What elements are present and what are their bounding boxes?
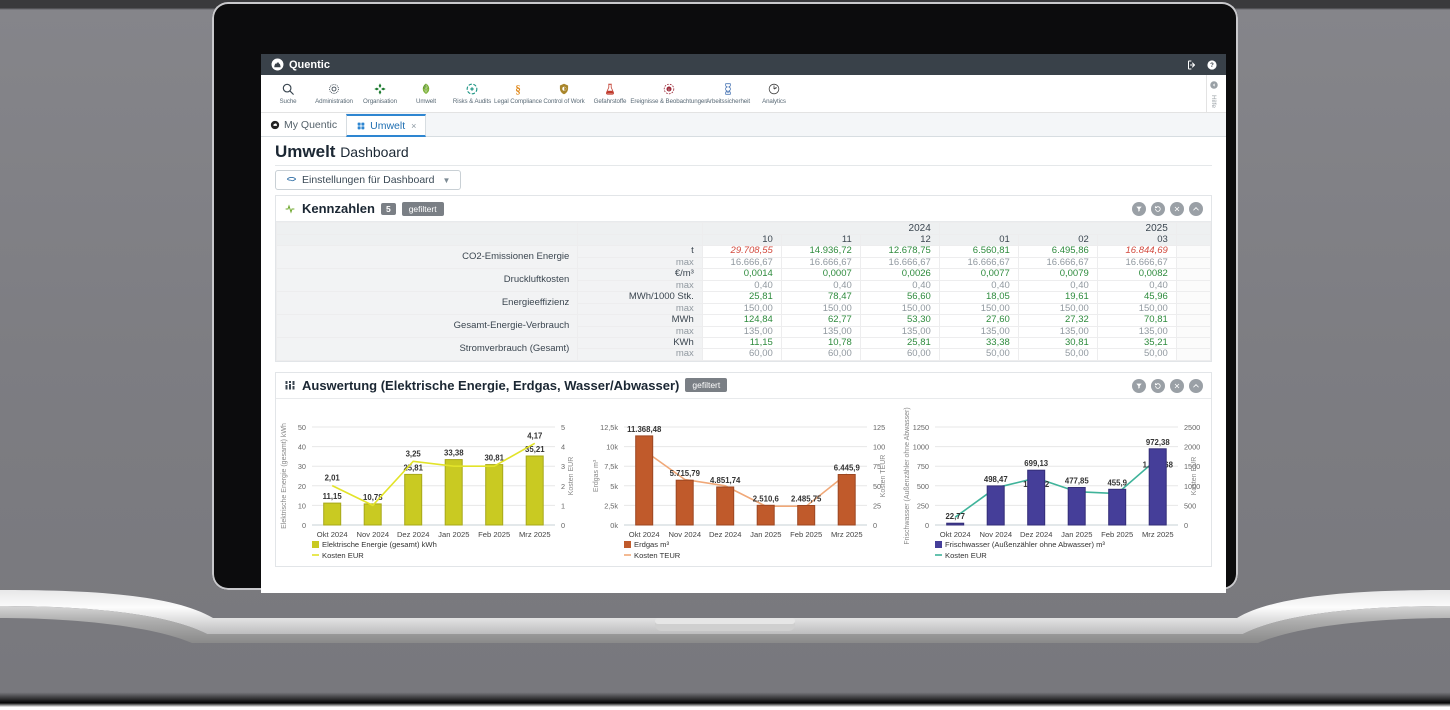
svg-text:0k: 0k: [610, 521, 618, 530]
svg-text:10k: 10k: [606, 442, 618, 451]
svg-text:2: 2: [561, 482, 565, 491]
svg-text:Dez 2024: Dez 2024: [709, 530, 742, 539]
svg-text:Okt 2024: Okt 2024: [628, 530, 659, 539]
svg-text:0: 0: [925, 521, 929, 530]
svg-text:Okt 2024: Okt 2024: [940, 530, 971, 539]
svg-text:477,85: 477,85: [1065, 476, 1090, 485]
svg-text:0: 0: [873, 521, 877, 530]
svg-text:22,77: 22,77: [946, 512, 966, 521]
svg-text:30: 30: [298, 462, 306, 471]
svg-text:10: 10: [298, 501, 306, 510]
svg-text:2.485,75: 2.485,75: [791, 494, 822, 503]
svg-text:Mrz 2025: Mrz 2025: [831, 530, 863, 539]
svg-text:1250: 1250: [913, 423, 929, 432]
svg-text:Kosten EUR: Kosten EUR: [1191, 457, 1198, 496]
svg-text:Nov 2024: Nov 2024: [357, 530, 390, 539]
svg-text:500: 500: [1184, 501, 1196, 510]
svg-text:Kosten EUR: Kosten EUR: [322, 551, 364, 560]
svg-text:§: §: [515, 84, 521, 96]
svg-text:Okt 2024: Okt 2024: [317, 530, 348, 539]
svg-text:2000: 2000: [1184, 442, 1200, 451]
svg-text:972,38: 972,38: [1146, 438, 1171, 447]
svg-text:0: 0: [302, 521, 306, 530]
svg-text:Nov 2024: Nov 2024: [980, 530, 1013, 539]
svg-text:1000: 1000: [913, 442, 929, 451]
svg-text:20: 20: [298, 482, 306, 491]
svg-text:50: 50: [298, 423, 306, 432]
svg-text:4: 4: [561, 442, 565, 451]
svg-text:5: 5: [561, 423, 565, 432]
svg-text:Feb 2025: Feb 2025: [790, 530, 822, 539]
svg-text:750: 750: [917, 462, 929, 471]
svg-text:699,13: 699,13: [1025, 459, 1050, 468]
svg-text:250: 250: [917, 501, 929, 510]
svg-text:33,38: 33,38: [444, 448, 464, 457]
svg-text:500: 500: [917, 482, 929, 491]
svg-text:11,15: 11,15: [323, 492, 343, 501]
svg-text:2500: 2500: [1184, 423, 1200, 432]
svg-text:11.368,48: 11.368,48: [627, 425, 662, 434]
svg-text:Frischwasser (Außenzähler ohne: Frischwasser (Außenzähler ohne Abwasser): [904, 407, 911, 544]
svg-text:498,47: 498,47: [984, 475, 1008, 484]
svg-text:4.851,74: 4.851,74: [710, 476, 741, 485]
svg-text:3,25: 3,25: [406, 449, 422, 458]
svg-text:125: 125: [873, 423, 885, 432]
svg-text:455,9: 455,9: [1108, 478, 1128, 487]
svg-text:Erdgas m³: Erdgas m³: [593, 459, 600, 492]
svg-text:Kosten EUR: Kosten EUR: [945, 551, 987, 560]
svg-text:2.510,6: 2.510,6: [752, 494, 779, 503]
svg-text:?: ?: [1210, 63, 1214, 69]
svg-text:Dez 2024: Dez 2024: [397, 530, 430, 539]
svg-text:0: 0: [1184, 521, 1188, 530]
svg-text:6.445,9: 6.445,9: [833, 463, 860, 472]
svg-text:5.715,79: 5.715,79: [669, 469, 700, 478]
svg-text:12,5k: 12,5k: [600, 423, 618, 432]
svg-text:Dez 2024: Dez 2024: [1020, 530, 1053, 539]
svg-text:Elektrische Energie (gesamt) k: Elektrische Energie (gesamt) kWh: [281, 423, 288, 529]
svg-text:Mrz 2025: Mrz 2025: [519, 530, 551, 539]
svg-text:Elektrische Energie (gesamt) k: Elektrische Energie (gesamt) kWh: [322, 540, 437, 549]
svg-text:Jan 2025: Jan 2025: [1062, 530, 1093, 539]
svg-text:Erdgas m³: Erdgas m³: [634, 540, 669, 549]
svg-text:Jan 2025: Jan 2025: [438, 530, 469, 539]
svg-text:Jan 2025: Jan 2025: [750, 530, 781, 539]
svg-text:Kosten EUR: Kosten EUR: [568, 457, 575, 496]
svg-text:0: 0: [561, 521, 565, 530]
svg-text:2,01: 2,01: [325, 473, 341, 482]
svg-text:100: 100: [873, 442, 885, 451]
svg-text:Kosten TEUR: Kosten TEUR: [634, 551, 681, 560]
svg-text:40: 40: [298, 442, 306, 451]
svg-text:Kosten TEUR: Kosten TEUR: [880, 454, 887, 497]
svg-text:Frischwasser (Außenzähler ohne: Frischwasser (Außenzähler ohne Abwasser)…: [945, 540, 1105, 549]
svg-text:Nov 2024: Nov 2024: [668, 530, 701, 539]
svg-text:Mrz 2025: Mrz 2025: [1142, 530, 1174, 539]
svg-text:7,5k: 7,5k: [604, 462, 618, 471]
svg-text:1: 1: [561, 501, 565, 510]
svg-text:2,5k: 2,5k: [604, 501, 618, 510]
svg-text:3: 3: [561, 462, 565, 471]
svg-text:Feb 2025: Feb 2025: [478, 530, 510, 539]
svg-text:4,17: 4,17: [527, 431, 542, 440]
svg-text:Feb 2025: Feb 2025: [1101, 530, 1133, 539]
svg-text:5k: 5k: [610, 482, 618, 491]
svg-text:25: 25: [873, 501, 881, 510]
svg-text:!: !: [668, 88, 669, 92]
